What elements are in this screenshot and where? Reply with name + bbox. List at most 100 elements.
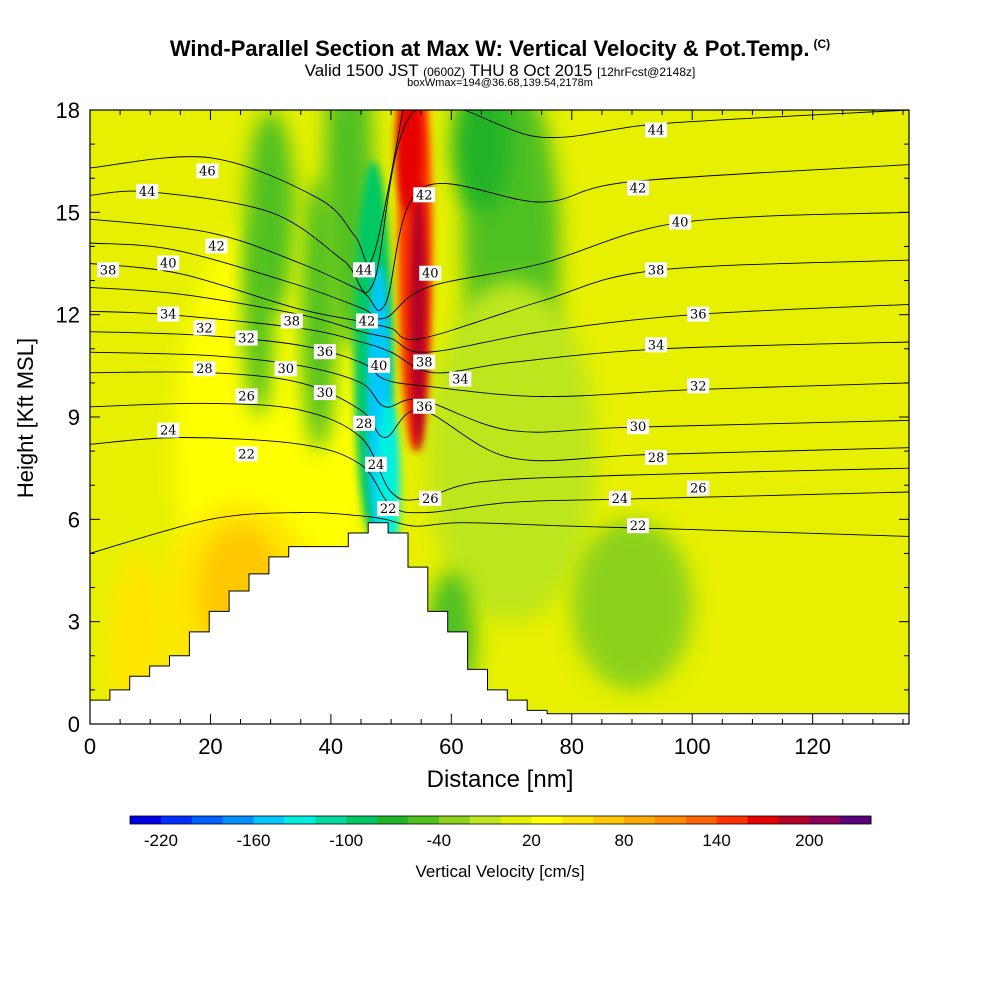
terrain	[90, 522, 909, 724]
y-tick-18: 18	[56, 98, 80, 123]
velocity-cell-12	[243, 212, 274, 417]
colorbar-segment-9	[407, 816, 440, 824]
velocity-cell-3	[427, 280, 596, 622]
contour-label-32: 32	[193, 320, 216, 336]
contour-labels: 4644424038343232283836303026242244424028…	[97, 122, 710, 534]
contour-label-42: 42	[413, 187, 436, 203]
colorbar-tick-200: 200	[795, 831, 823, 850]
contour-label-22: 22	[627, 518, 650, 534]
svg-text:42: 42	[416, 188, 433, 203]
y-tick-12: 12	[56, 303, 80, 328]
svg-text:36: 36	[317, 345, 334, 360]
colorbar-segment-23	[840, 816, 872, 824]
svg-text:40: 40	[672, 216, 689, 231]
colorbar-segment-0	[130, 816, 162, 824]
colorbar-segment-20	[747, 816, 779, 824]
contour-label-28: 28	[193, 361, 216, 377]
svg-text:22: 22	[630, 519, 647, 534]
x-tick-100: 100	[674, 734, 711, 759]
svg-text:30: 30	[317, 386, 334, 401]
svg-text:34: 34	[452, 372, 469, 387]
theta-contour-26	[90, 402, 909, 501]
svg-text:24: 24	[160, 424, 177, 439]
contour-label-38: 38	[280, 313, 303, 329]
y-tick-0: 0	[68, 712, 80, 737]
contour-label-26: 26	[419, 490, 442, 507]
contour-label-22: 22	[235, 446, 258, 463]
contour-label-36: 36	[413, 398, 436, 415]
colorbar-tick-20: 20	[522, 831, 541, 850]
colorbar-segment-10	[438, 816, 471, 824]
contour-label-22: 22	[377, 501, 400, 517]
contour-label-44: 44	[136, 183, 159, 200]
svg-text:30: 30	[630, 420, 647, 435]
svg-text:22: 22	[380, 502, 397, 517]
chart-subtitle-2: boxWmax=194@36.68,139.54,2178m	[407, 77, 593, 89]
x-axis-label: Distance [nm]	[426, 766, 574, 793]
svg-text:38: 38	[648, 263, 665, 278]
svg-text:28: 28	[356, 417, 373, 432]
y-tick-6: 6	[68, 507, 80, 532]
contour-label-42: 42	[627, 180, 650, 196]
svg-text:24: 24	[368, 458, 385, 473]
velocity-cell-4	[674, 110, 771, 452]
contour-label-24: 24	[608, 490, 631, 507]
terrain-profile	[90, 522, 909, 724]
contour-label-28: 28	[353, 415, 376, 432]
svg-text:44: 44	[648, 123, 665, 138]
chart-title: Wind-Parallel Section at Max W: Vertical…	[169, 36, 831, 61]
colorbar-segment-17	[654, 816, 687, 824]
colorbar-frame	[129, 815, 872, 825]
theta-contour-30	[90, 351, 909, 433]
colorbar-segment-15	[593, 816, 625, 824]
svg-text:38: 38	[283, 314, 300, 329]
chart-subtitle: Valid 1500 JST (0600Z) THU 8 Oct 2015 [1…	[304, 61, 696, 80]
svg-text:32: 32	[238, 332, 255, 347]
velocity-cell-6	[571, 519, 693, 690]
svg-text:36: 36	[690, 308, 707, 323]
svg-text:28: 28	[648, 451, 665, 466]
y-tick-9: 9	[68, 405, 80, 430]
colorbar-tick-140: 140	[702, 831, 730, 850]
contour-label-34: 34	[645, 337, 668, 353]
svg-text:34: 34	[160, 308, 177, 323]
colorbar-segment-14	[562, 816, 594, 824]
contour-label-28: 28	[645, 449, 668, 466]
colorbar-segment-7	[346, 816, 378, 824]
colorbar-segment-8	[377, 816, 409, 824]
theta-contour-24	[90, 437, 909, 514]
velocity-cell-5	[716, 587, 885, 724]
contour-label-38: 38	[645, 262, 668, 278]
svg-text:40: 40	[371, 359, 388, 374]
colorbar-label: Vertical Velocity [cm/s]	[415, 862, 585, 881]
contour-label-30: 30	[274, 361, 297, 377]
contour-label-24: 24	[365, 456, 388, 473]
y-tick-3: 3	[68, 610, 80, 635]
svg-text:26: 26	[422, 492, 439, 507]
vertical-velocity-field	[90, 110, 909, 724]
contour-label-42: 42	[356, 313, 379, 329]
svg-text:32: 32	[196, 321, 213, 336]
velocity-cell-9	[108, 553, 169, 724]
colorbar-segment-4	[253, 816, 285, 824]
svg-text:32: 32	[690, 379, 707, 394]
svg-text:30: 30	[277, 362, 294, 377]
x-tick-80: 80	[560, 734, 584, 759]
svg-text:44: 44	[139, 185, 156, 200]
contour-label-32: 32	[235, 330, 258, 347]
contour-label-44: 44	[353, 262, 376, 278]
contour-label-40: 40	[368, 357, 391, 374]
svg-text:42: 42	[208, 239, 225, 254]
contour-label-42: 42	[205, 238, 228, 254]
svg-text:42: 42	[630, 181, 647, 196]
colorbar-segment-22	[809, 816, 841, 824]
contour-label-36: 36	[687, 306, 710, 323]
svg-text:42: 42	[359, 314, 376, 329]
contour-label-36: 36	[313, 344, 336, 360]
contour-label-40: 40	[669, 214, 692, 231]
x-tick-60: 60	[439, 734, 463, 759]
colorbar-tick--100: -100	[329, 831, 363, 850]
svg-text:24: 24	[612, 492, 629, 507]
contour-label-24: 24	[157, 422, 180, 439]
svg-text:40: 40	[422, 267, 439, 282]
